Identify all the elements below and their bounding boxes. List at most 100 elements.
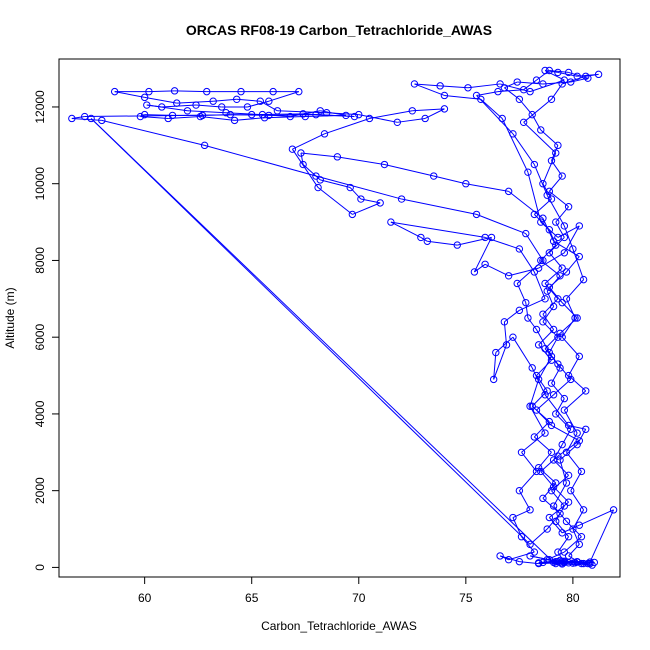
series-segment [476,213,526,235]
data-point [547,95,556,103]
series-segment [390,221,486,238]
data-point [462,180,470,188]
series-segment [561,317,576,338]
data-point [440,91,449,100]
data-point [588,561,596,569]
series-segment [525,233,544,261]
data-point [243,103,252,111]
series-segment [579,509,614,526]
data-point [547,356,556,364]
data-point [530,548,539,556]
data-point [547,486,556,495]
series-segment [555,398,565,415]
data-point [526,540,534,549]
series-segment [302,164,321,181]
data-point [226,110,234,119]
y-tick-label: 12000 [33,90,47,124]
series-segment [204,144,317,177]
series-segment [516,260,544,284]
data-point [532,76,541,84]
series-segment [544,267,563,284]
data-point [472,210,481,219]
data-point [192,101,200,109]
series-segment [517,81,543,85]
data-point [348,210,357,219]
series-segment [518,471,537,491]
data-point [594,70,603,79]
data-point [136,112,145,121]
series-segment [320,179,351,189]
data-point [312,110,320,119]
data-point [556,272,564,280]
data-point [552,241,560,249]
series-segment [531,114,542,131]
series-segment [317,187,353,215]
series-segment [196,104,222,108]
data-point [564,552,573,560]
data-point [556,456,564,464]
data-point [316,107,324,115]
series-segment [523,121,557,154]
data-point [534,264,543,272]
y-axis: 0 2000 4000 6000 8000 10000 12000 [33,90,60,571]
series-segment [548,229,557,246]
series-segment [384,164,434,177]
series-points [68,66,618,569]
x-tick-label: 65 [245,591,259,605]
data-point [575,252,584,261]
x-tick-label: 70 [352,591,366,605]
series-segment [320,110,347,116]
data-point [80,112,89,121]
series-segment [572,528,580,545]
data-point [537,218,545,226]
data-point [554,141,562,150]
data-point [549,302,558,311]
data-point [552,410,560,418]
series-segment [457,236,492,246]
data-point [549,483,558,491]
data-point [87,114,95,123]
series-segment [465,183,509,192]
data-point [357,195,365,203]
data-point [528,110,536,119]
data-point [573,314,581,322]
data-point [472,91,481,100]
data-point [554,68,562,77]
data-point [524,168,532,176]
x-tick-label: 75 [459,591,473,605]
series-segment [291,148,319,188]
data-point [534,375,543,384]
data-point [365,114,374,123]
data-point [569,525,577,533]
series-segment [533,271,546,299]
data-point [299,110,307,118]
data-point [552,479,560,487]
data-point [143,101,151,109]
series-segment [521,451,537,472]
data-point [350,112,359,121]
series-segment [401,198,477,215]
series-segment [349,187,362,200]
series-segment [563,390,587,411]
series-segment [563,225,574,250]
data-point [140,93,149,102]
series-segment [300,152,338,158]
data-point [558,172,566,180]
series-segment [570,490,585,511]
data-point [519,85,528,94]
series-segment [497,89,524,93]
data-point [423,237,431,245]
series-segment [90,118,554,563]
data-point [541,279,549,288]
data-point [532,325,541,334]
data-point [316,176,324,184]
series-segment [531,367,546,395]
data-point [564,68,573,77]
y-tick-label: 6000 [33,324,47,351]
series-segment [412,108,445,112]
series-segment [480,98,503,119]
data-point [522,229,530,238]
data-point [554,295,562,303]
series-segment [525,302,529,319]
data-point [515,95,524,103]
